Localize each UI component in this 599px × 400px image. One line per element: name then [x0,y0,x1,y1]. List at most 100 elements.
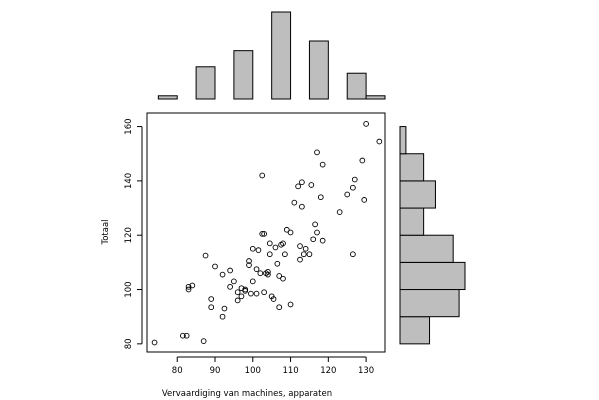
y-marginal-histogram [399,126,466,345]
data-point [242,286,249,293]
data-point [319,237,326,244]
data-point [295,183,301,190]
x-histogram-bar [157,95,178,100]
data-point [248,290,254,297]
data-point [306,251,313,258]
data-point [351,176,358,183]
plot-frame [146,112,386,353]
data-point [261,231,267,237]
x-marginal-histogram [157,11,386,100]
y-histogram-bar [399,234,454,263]
data-point [312,221,318,228]
x-axis: 80 90 100 110 120 130 [172,356,374,376]
data-point [266,240,273,247]
y-tick-label: 100 [124,281,134,297]
data-point [299,179,305,186]
data-point [221,305,228,312]
data-point [276,304,283,311]
data-point [361,197,368,203]
y-histogram-bar [399,261,466,291]
x-histogram-bar [233,50,254,100]
x-histogram-bar [195,66,216,100]
data-point [283,226,290,233]
data-point [261,289,267,296]
y-histogram-bar [399,316,431,345]
y-histogram-bar [399,126,407,155]
data-point [314,229,320,236]
data-point [350,251,356,258]
data-point [297,256,303,263]
x-tick-label: 110 [282,366,298,376]
data-point [255,247,262,254]
data-point [200,338,207,344]
data-point [253,266,260,273]
data-point [319,161,326,168]
x-tick-label: 100 [245,366,261,376]
data-point [291,199,298,206]
data-point [249,245,256,252]
data-point [287,229,294,236]
data-point [280,240,286,247]
data-point [350,184,356,191]
data-point [272,244,279,251]
data-point [344,191,351,198]
y-histogram-bar [399,289,460,318]
data-point [257,270,264,277]
data-point [274,260,281,267]
data-point [249,278,256,285]
x-histogram-bar [271,11,292,100]
data-point [259,172,266,179]
data-point [287,301,294,308]
data-point [234,297,241,304]
y-tick-label: 160 [124,118,134,134]
data-point [317,194,324,201]
x-tick-label: 80 [172,366,183,376]
data-point [208,304,215,311]
data-point [238,285,245,292]
data-point [219,271,226,278]
data-point [265,269,271,275]
data-point [376,138,383,145]
data-point [308,182,315,188]
data-point [259,231,266,237]
data-point [310,236,317,243]
data-point [246,258,252,264]
data-point [238,293,245,300]
y-tick-label: 120 [124,227,134,243]
data-point [208,296,215,302]
data-point [302,245,309,252]
x-tick-label: 120 [320,366,336,376]
y-tick-label: 140 [124,173,134,189]
data-point [363,121,369,127]
data-point [185,286,192,293]
data-point [280,275,286,282]
x-tick-label: 90 [210,366,221,376]
data-point [180,332,186,339]
data-point [234,289,241,296]
data-point [227,283,233,290]
data-point [212,263,218,270]
data-point [183,332,190,339]
data-point [202,252,209,259]
x-histogram-bar [365,95,386,100]
data-point [270,296,277,302]
y-tick-label: 80 [124,338,134,349]
data-point [299,203,305,210]
data-point [227,267,233,274]
x-histogram-bar [308,40,329,100]
data-point [231,278,237,285]
data-point [300,251,307,258]
data-point [336,209,343,215]
data-point [266,251,273,258]
data-point [265,271,271,278]
x-tick-label: 130 [358,366,374,376]
y-axis-label: Totaal [101,219,111,245]
data-point [282,251,288,258]
data-point [276,273,283,279]
y-histogram-bar [399,180,436,209]
x-histogram-bar [346,72,367,100]
data-point [185,283,192,290]
y-histogram-bar [399,153,425,182]
data-point [253,290,260,297]
data-point [246,262,252,268]
